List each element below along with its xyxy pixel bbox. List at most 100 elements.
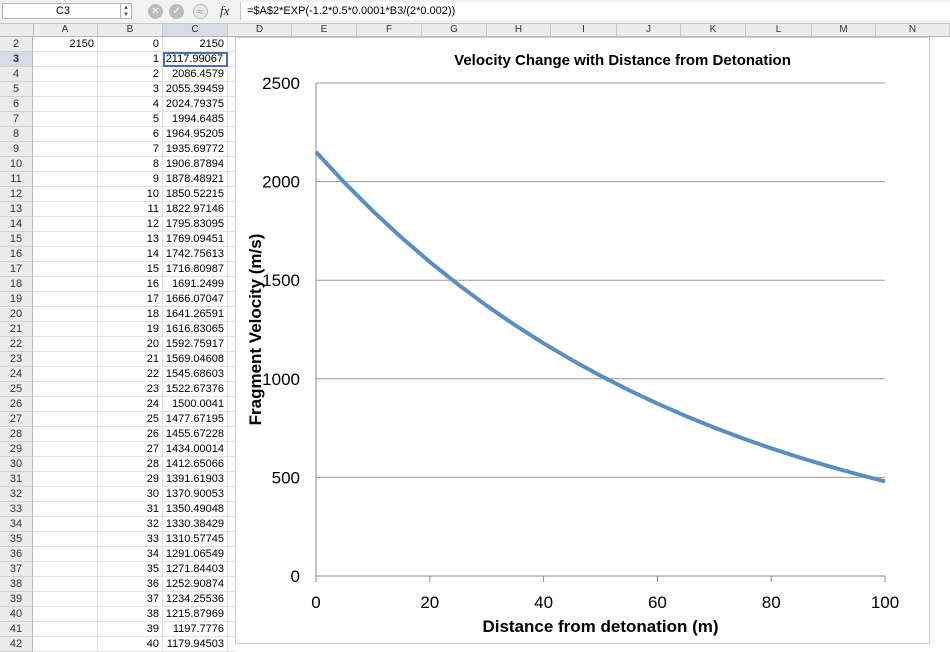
cell-d42[interactable] bbox=[228, 637, 235, 652]
cell-b32[interactable]: 30 bbox=[98, 487, 163, 502]
cell-d41[interactable] bbox=[228, 622, 235, 637]
row-header-15[interactable]: 15 bbox=[0, 232, 33, 247]
cell-b9[interactable]: 7 bbox=[98, 142, 163, 157]
cell-c31[interactable]: 1391.61903 bbox=[163, 472, 228, 487]
selected-cell-c3[interactable]: 2117.99067 bbox=[163, 52, 228, 67]
cell-c6[interactable]: 2024.79375 bbox=[163, 97, 228, 112]
cell-c30[interactable]: 1412.65066 bbox=[163, 457, 228, 472]
cell-d30[interactable] bbox=[228, 457, 235, 472]
column-header-f[interactable]: F bbox=[357, 24, 422, 36]
row-header-36[interactable]: 36 bbox=[0, 547, 33, 562]
cell-a8[interactable] bbox=[33, 127, 98, 142]
cell-d24[interactable] bbox=[228, 367, 235, 382]
cell-a23[interactable] bbox=[33, 352, 98, 367]
cell-a27[interactable] bbox=[33, 412, 98, 427]
row-header-17[interactable]: 17 bbox=[0, 262, 33, 277]
cell-d39[interactable] bbox=[228, 592, 235, 607]
cell-a25[interactable] bbox=[33, 382, 98, 397]
cell-b8[interactable]: 6 bbox=[98, 127, 163, 142]
cell-d9[interactable] bbox=[228, 142, 235, 157]
cell-d27[interactable] bbox=[228, 412, 235, 427]
cell-b37[interactable]: 35 bbox=[98, 562, 163, 577]
column-header-m[interactable]: M bbox=[812, 24, 876, 36]
cell-b23[interactable]: 21 bbox=[98, 352, 163, 367]
cell-b21[interactable]: 19 bbox=[98, 322, 163, 337]
cell-b40[interactable]: 38 bbox=[98, 607, 163, 622]
enter-icon[interactable]: ✓ bbox=[169, 4, 184, 19]
cell-a33[interactable] bbox=[33, 502, 98, 517]
cell-c16[interactable]: 1742.75613 bbox=[163, 247, 228, 262]
row-header-10[interactable]: 10 bbox=[0, 157, 33, 172]
cell-d13[interactable] bbox=[228, 202, 235, 217]
cell-d23[interactable] bbox=[228, 352, 235, 367]
cell-c22[interactable]: 1592.75917 bbox=[163, 337, 228, 352]
cell-c21[interactable]: 1616.83065 bbox=[163, 322, 228, 337]
cell-a19[interactable] bbox=[33, 292, 98, 307]
cell-a26[interactable] bbox=[33, 397, 98, 412]
cell-b29[interactable]: 27 bbox=[98, 442, 163, 457]
column-header-k[interactable]: K bbox=[681, 24, 746, 36]
cell-d14[interactable] bbox=[228, 217, 235, 232]
cell-d26[interactable] bbox=[228, 397, 235, 412]
cell-c35[interactable]: 1310.57745 bbox=[163, 532, 228, 547]
cell-d19[interactable] bbox=[228, 292, 235, 307]
cell-c24[interactable]: 1545.68603 bbox=[163, 367, 228, 382]
cell-b31[interactable]: 29 bbox=[98, 472, 163, 487]
cell-c19[interactable]: 1666.07047 bbox=[163, 292, 228, 307]
row-header-40[interactable]: 40 bbox=[0, 607, 33, 622]
cell-b26[interactable]: 24 bbox=[98, 397, 163, 412]
cell-d31[interactable] bbox=[228, 472, 235, 487]
cell-c9[interactable]: 1935.69772 bbox=[163, 142, 228, 157]
cell-d32[interactable] bbox=[228, 487, 235, 502]
cell-a35[interactable] bbox=[33, 532, 98, 547]
cell-b28[interactable]: 26 bbox=[98, 427, 163, 442]
cell-a10[interactable] bbox=[33, 157, 98, 172]
cell-a15[interactable] bbox=[33, 232, 98, 247]
cell-c17[interactable]: 1716.80987 bbox=[163, 262, 228, 277]
cell-a32[interactable] bbox=[33, 487, 98, 502]
cell-b19[interactable]: 17 bbox=[98, 292, 163, 307]
cell-d37[interactable] bbox=[228, 562, 235, 577]
row-header-3[interactable]: 3 bbox=[0, 52, 33, 67]
cell-a22[interactable] bbox=[33, 337, 98, 352]
cell-a9[interactable] bbox=[33, 142, 98, 157]
cell-a17[interactable] bbox=[33, 262, 98, 277]
cell-b22[interactable]: 20 bbox=[98, 337, 163, 352]
cell-d34[interactable] bbox=[228, 517, 235, 532]
cell-d6[interactable] bbox=[228, 97, 235, 112]
cell-c8[interactable]: 1964.95205 bbox=[163, 127, 228, 142]
name-box[interactable]: C3 ▴ ▾ bbox=[2, 3, 132, 19]
cell-c26[interactable]: 1500.0041 bbox=[163, 397, 228, 412]
cell-b11[interactable]: 9 bbox=[98, 172, 163, 187]
column-header-j[interactable]: J bbox=[617, 24, 681, 36]
cell-c32[interactable]: 1370.90053 bbox=[163, 487, 228, 502]
cell-b10[interactable]: 8 bbox=[98, 157, 163, 172]
cell-d35[interactable] bbox=[228, 532, 235, 547]
cell-b3[interactable]: 1 bbox=[98, 52, 163, 67]
column-header-b[interactable]: B bbox=[98, 24, 163, 36]
cell-b42[interactable]: 40 bbox=[98, 637, 163, 652]
row-header-26[interactable]: 26 bbox=[0, 397, 33, 412]
column-header-a[interactable]: A bbox=[33, 24, 98, 36]
chart-area[interactable]: 0 500 1000 1500 2000 2500 0 20 40 60 80 100 Velocity… bbox=[235, 37, 930, 644]
row-header-11[interactable]: 11 bbox=[0, 172, 33, 187]
cell-b15[interactable]: 13 bbox=[98, 232, 163, 247]
row-header-23[interactable]: 23 bbox=[0, 352, 33, 367]
cell-b39[interactable]: 37 bbox=[98, 592, 163, 607]
cell-d2[interactable] bbox=[228, 37, 235, 52]
cancel-icon[interactable]: ✕ bbox=[148, 4, 163, 19]
cell-d3[interactable] bbox=[228, 52, 235, 67]
cell-a39[interactable] bbox=[33, 592, 98, 607]
cell-c12[interactable]: 1850.52215 bbox=[163, 187, 228, 202]
cell-d21[interactable] bbox=[228, 322, 235, 337]
cell-a14[interactable] bbox=[33, 217, 98, 232]
cell-d38[interactable] bbox=[228, 577, 235, 592]
cell-b30[interactable]: 28 bbox=[98, 457, 163, 472]
function-wizard-icon[interactable]: ≈ bbox=[193, 4, 208, 19]
cell-b27[interactable]: 25 bbox=[98, 412, 163, 427]
cell-d5[interactable] bbox=[228, 82, 235, 97]
row-header-7[interactable]: 7 bbox=[0, 112, 33, 127]
cell-d20[interactable] bbox=[228, 307, 235, 322]
cell-d10[interactable] bbox=[228, 157, 235, 172]
cell-c36[interactable]: 1291.06549 bbox=[163, 547, 228, 562]
